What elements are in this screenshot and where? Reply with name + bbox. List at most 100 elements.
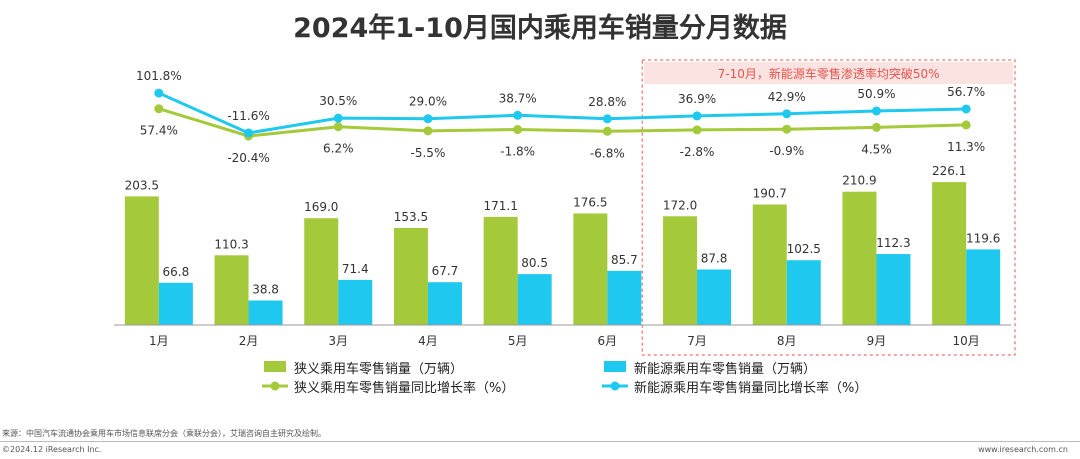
bar-retail-9: [842, 191, 877, 325]
bar-label-retail-10: 226.1: [932, 164, 966, 178]
legend-swatch-line-nev: [602, 381, 628, 391]
legend-swatch-line-retail: [262, 381, 288, 391]
bar-nev-5: [517, 274, 552, 325]
legend-label-line-retail: 狭义乘用车零售销量同比增长率（%）: [294, 381, 515, 396]
bar-retail-7: [663, 216, 698, 325]
line-label-retail-growth-7: -2.8%: [680, 145, 715, 159]
point-retail-growth-9: [871, 122, 881, 132]
line-label-nev-growth-10: 56.7%: [947, 85, 985, 99]
bar-retail-4: [393, 227, 428, 325]
bar-label-retail-9: 210.9: [842, 174, 876, 188]
line-nev-growth: [158, 91, 967, 135]
line-label-nev-growth-3: 30.5%: [319, 94, 357, 108]
annotation-box: [641, 59, 1016, 356]
chart-title: 2024年1-10月国内乘用车销量分月数据: [293, 13, 787, 44]
bar-label-retail-7: 172.0: [663, 198, 697, 212]
website: www.iresearch.com.cn: [978, 445, 1068, 454]
bar-label-retail-6: 176.5: [573, 195, 607, 209]
point-nev-growth-8: [782, 109, 792, 119]
point-nev-growth-4: [423, 114, 433, 124]
point-nev-growth-7: [692, 111, 702, 121]
legend-label-bar-nev: 新能源乘用车零售销量（万辆）: [634, 362, 817, 377]
point-retail-growth-3: [333, 122, 343, 132]
line-label-retail-growth-9: 4.5%: [861, 142, 892, 156]
point-nev-growth-3: [333, 113, 343, 123]
bar-label-nev-3: 71.4: [342, 262, 369, 276]
bar-label-nev-8: 102.5: [787, 242, 821, 256]
line-label-retail-growth-2: -20.4%: [227, 151, 269, 165]
bar-label-retail-3: 169.0: [304, 200, 338, 214]
point-retail-growth-6: [602, 126, 612, 136]
x-tick-label-4: 4月: [418, 334, 438, 348]
x-tick-label-5: 5月: [508, 334, 528, 348]
bar-label-nev-6: 85.7: [611, 253, 638, 267]
bar-label-nev-7: 87.8: [701, 252, 728, 266]
x-tick-label-9: 9月: [867, 334, 887, 348]
bar-label-nev-2: 38.8: [252, 282, 279, 296]
bar-nev-8: [786, 260, 821, 325]
legend-label-bar-retail: 狭义乘用车零售销量（万辆）: [294, 362, 464, 377]
line-label-nev-growth-5: 38.7%: [499, 91, 537, 105]
line-label-retail-growth-8: -0.9%: [769, 144, 804, 158]
bar-label-nev-5: 80.5: [521, 256, 548, 270]
source-note: 来源：中国汽车流通协会乘用车市场信息联席分会（乘联分会），艾瑞咨询自主研究及绘制…: [2, 429, 326, 438]
line-label-nev-growth-8: 42.9%: [768, 90, 806, 104]
x-tick-label-1: 1月: [149, 334, 169, 348]
line-label-retail-growth-3: 6.2%: [323, 142, 354, 156]
line-retail-growth: [158, 107, 967, 138]
legend-label-line-nev: 新能源乘用车零售销量同比增长率（%）: [634, 381, 868, 396]
bar-retail-2: [214, 255, 249, 325]
x-tick-label-10: 10月: [953, 334, 980, 348]
bar-label-retail-2: 110.3: [214, 237, 248, 251]
x-tick-label-2: 2月: [239, 334, 259, 348]
x-tick-label-8: 8月: [777, 334, 797, 348]
bar-nev-2: [248, 300, 283, 325]
bar-nev-4: [427, 282, 462, 325]
bar-retail-8: [752, 204, 787, 325]
line-label-nev-growth-4: 29.0%: [409, 95, 447, 109]
line-label-retail-growth-10: 11.3%: [947, 140, 985, 154]
bar-nev-1: [158, 282, 193, 325]
point-nev-growth-1: [154, 88, 164, 98]
bar-label-retail-4: 153.5: [394, 210, 428, 224]
line-label-nev-growth-6: 28.8%: [588, 95, 626, 109]
bar-label-nev-1: 66.8: [162, 265, 189, 279]
line-label-retail-growth-4: -5.5%: [411, 146, 446, 160]
bar-nev-10: [966, 249, 1001, 325]
bar-nev-9: [876, 254, 911, 325]
legend-swatch-bar-retail: [264, 361, 286, 372]
line-label-retail-growth-5: -1.8%: [500, 145, 535, 159]
point-retail-growth-7: [692, 125, 702, 135]
bar-label-retail-5: 171.1: [483, 199, 517, 213]
bar-nev-7: [697, 269, 732, 325]
bar-retail-6: [573, 213, 608, 325]
annotation-text: 7-10月，新能源车零售渗透率均突破50%: [718, 66, 940, 81]
bar-label-nev-9: 112.3: [876, 236, 910, 250]
point-retail-growth-8: [782, 124, 792, 134]
legend-swatch-bar-nev: [604, 361, 626, 372]
point-nev-growth-9: [871, 106, 881, 116]
bar-retail-5: [483, 216, 518, 325]
bar-retail-10: [932, 182, 967, 325]
point-retail-growth-5: [513, 125, 523, 135]
point-nev-growth-10: [961, 104, 971, 114]
line-label-nev-growth-2: -11.6%: [227, 109, 269, 123]
x-tick-label-6: 6月: [598, 334, 618, 348]
point-nev-growth-6: [602, 114, 612, 124]
line-label-nev-growth-7: 36.9%: [678, 92, 716, 106]
point-retail-growth-1: [154, 104, 164, 114]
copyright: ©2024.12 iResearch Inc.: [2, 445, 102, 454]
point-retail-growth-4: [423, 126, 433, 136]
bar-label-nev-4: 67.7: [432, 264, 459, 278]
line-label-nev-growth-1: 101.8%: [136, 69, 182, 83]
x-tick-label-3: 3月: [328, 334, 348, 348]
annotation-banner: [644, 62, 1013, 84]
line-label-retail-growth-1: 57.4%: [140, 124, 178, 138]
point-nev-growth-5: [513, 110, 523, 120]
bar-label-retail-1: 203.5: [125, 178, 159, 192]
bar-nev-6: [607, 270, 642, 325]
footer-divider: [0, 441, 1080, 442]
bar-label-nev-10: 119.6: [966, 231, 1000, 245]
bar-label-retail-8: 190.7: [753, 186, 787, 200]
